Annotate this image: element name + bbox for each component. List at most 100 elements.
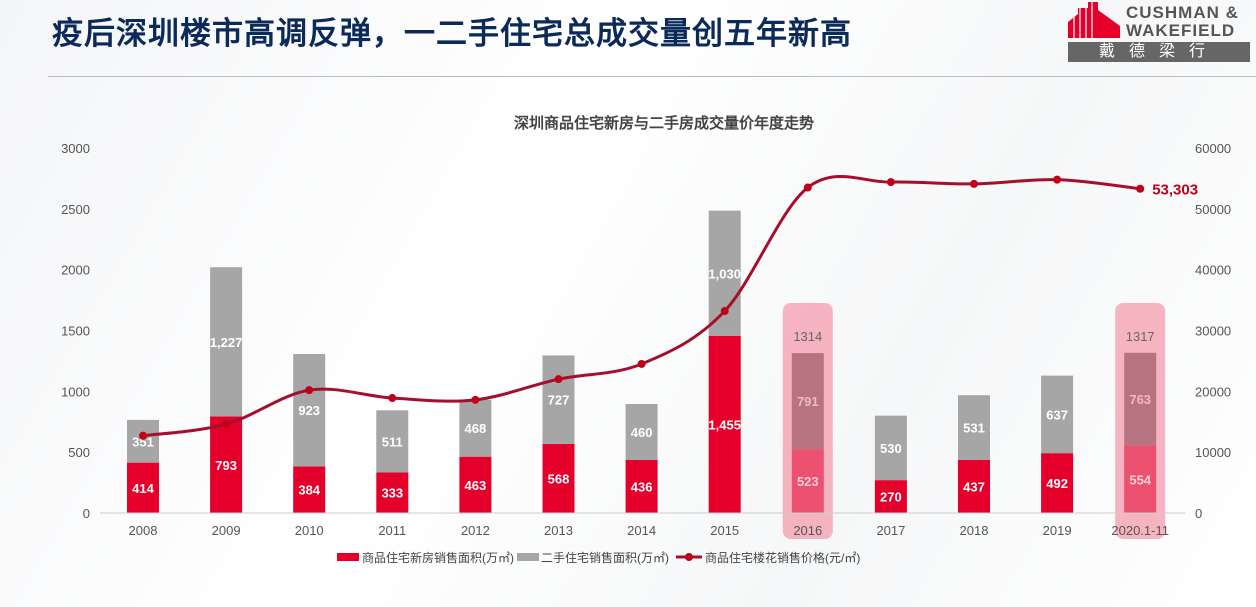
x-tick-label: 2019	[1043, 523, 1072, 538]
x-tick-label: 2014	[627, 523, 656, 538]
left-tick-label: 1000	[61, 384, 90, 399]
x-tick-label: 2009	[212, 523, 241, 538]
price-point	[803, 183, 812, 192]
legend-label-second: 二手住宅销售面积(万㎡)	[541, 550, 669, 565]
x-tick-label: 2012	[461, 523, 490, 538]
left-tick-label: 2000	[61, 263, 90, 278]
bar-second	[1124, 352, 1157, 446]
bar-new	[874, 480, 907, 513]
logo: CUSHMAN & WAKEFIELD 戴德梁行	[1064, 0, 1250, 64]
price-point	[886, 178, 895, 187]
bar-second	[874, 415, 907, 481]
right-tick-label: 60000	[1195, 141, 1231, 156]
legend-point-price	[685, 553, 693, 561]
bar-second	[625, 403, 658, 460]
x-tick-label: 2017	[876, 523, 905, 538]
price-point	[1136, 184, 1145, 193]
price-point	[139, 431, 147, 440]
divider	[48, 76, 1256, 77]
logo-buildings-icon	[1068, 2, 1120, 38]
bar-second-label: 791	[797, 394, 819, 409]
page-title: 疫后深圳楼市高调反弹，一二手住宅总成交量创五年新高	[52, 16, 852, 52]
bar-new-label: 463	[465, 478, 487, 493]
bar-second-label: 637	[1046, 407, 1068, 422]
bar-second-label: 763	[1129, 392, 1151, 407]
bar-second	[791, 353, 824, 450]
legend-swatch-new	[337, 553, 359, 561]
bar-second	[376, 410, 409, 473]
bar-second	[459, 399, 492, 457]
legend-label-new: 商品住宅新房销售面积(万㎡)	[362, 550, 514, 565]
bar-new-label: 333	[381, 486, 403, 501]
bar-second-label: 468	[465, 421, 487, 436]
price-point	[1053, 175, 1062, 184]
bar-new	[376, 472, 409, 513]
bar-second-label: 1,030	[708, 266, 741, 281]
bar-new	[127, 462, 159, 513]
bar-new-label: 568	[548, 471, 570, 486]
price-line	[142, 175, 1141, 438]
bar-new-label: 523	[797, 474, 819, 489]
x-tick-label: 2013	[544, 523, 573, 538]
right-tick-label: 50000	[1195, 202, 1231, 217]
right-tick-label: 20000	[1195, 384, 1231, 399]
x-tick-label: 2010	[295, 523, 324, 538]
x-tick-label: 2008	[129, 523, 158, 538]
bar-new	[542, 443, 575, 513]
bar-second	[293, 353, 326, 467]
bar-second	[127, 419, 159, 463]
bar-second-label: 351	[132, 434, 154, 449]
x-tick-label: 2011	[378, 523, 406, 538]
chart-title: 深圳商品住宅新房与二手房成交量价年度走势	[514, 114, 814, 132]
left-tick-label: 2500	[61, 202, 90, 217]
right-tick-label: 30000	[1195, 324, 1231, 339]
legend-label-price: 商品住宅楼花销售价格(元/㎡)	[705, 550, 860, 565]
bar-new-label: 437	[963, 479, 985, 494]
price-end-label: 53,303	[1152, 182, 1198, 199]
right-tick-label: 40000	[1195, 263, 1231, 278]
bar-new-label: 436	[631, 479, 653, 494]
bar-new	[293, 466, 326, 513]
bar-new	[791, 449, 824, 513]
price-point	[305, 386, 314, 395]
x-tick-label: 2016	[793, 523, 822, 538]
right-tick-label: 10000	[1195, 445, 1231, 460]
bar-second	[708, 210, 741, 336]
bar-new	[1041, 453, 1074, 513]
right-tick-label: 0	[1195, 506, 1202, 521]
legend-swatch-second	[517, 553, 539, 561]
bar-second-label: 1,227	[210, 335, 243, 350]
price-point	[970, 179, 978, 188]
x-tick-label: 2020.1-11	[1111, 523, 1169, 538]
price-point	[471, 395, 480, 404]
price-point	[222, 420, 231, 429]
x-tick-label: 2018	[960, 523, 989, 538]
bar-new	[625, 459, 658, 513]
bar-second-label: 530	[880, 441, 902, 456]
bar-second-label: 511	[382, 434, 403, 449]
bar-second	[210, 267, 243, 417]
bar-new	[459, 456, 492, 513]
bar-second	[542, 355, 575, 444]
logo-text: CUSHMAN & WAKEFIELD	[1126, 3, 1239, 40]
total-label: 1317	[1126, 329, 1155, 344]
left-tick-label: 3000	[61, 141, 90, 156]
bar-new-label: 793	[215, 458, 237, 473]
price-point	[388, 394, 397, 403]
bar-new	[958, 459, 990, 513]
bar-second	[1041, 375, 1074, 454]
bar-new-label: 492	[1046, 476, 1068, 491]
bar-second	[958, 395, 990, 460]
bar-new	[1124, 445, 1157, 513]
price-point	[720, 307, 729, 316]
bar-new	[210, 416, 243, 513]
bar-new	[708, 335, 741, 513]
bar-new-label: 414	[132, 481, 154, 496]
bar-new-label: 554	[1129, 472, 1151, 487]
bar-second-label: 727	[548, 393, 570, 408]
bar-second-label: 460	[631, 425, 653, 440]
price-point	[637, 359, 646, 368]
left-tick-label: 1500	[61, 324, 90, 339]
bar-new-label: 384	[298, 483, 320, 498]
